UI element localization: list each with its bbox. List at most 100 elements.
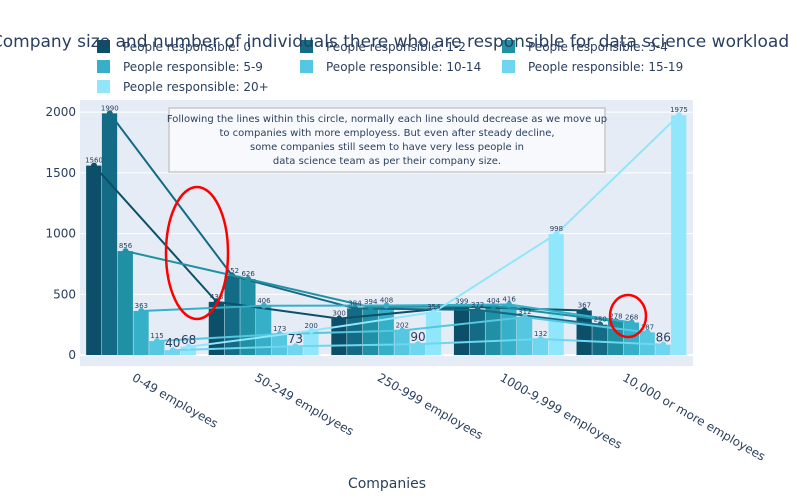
series-marker xyxy=(138,307,145,314)
bar-value-label: 300 xyxy=(333,310,346,318)
annotation-line: to companies with more employess. But ev… xyxy=(219,128,554,139)
bar xyxy=(592,324,608,356)
bar xyxy=(501,304,517,356)
legend-item[interactable]: People responsible: 5-9 xyxy=(97,60,263,74)
bar xyxy=(271,334,288,356)
bar-value-label: 408 xyxy=(380,297,393,305)
bar xyxy=(256,305,272,356)
bar xyxy=(548,233,564,356)
legend[interactable]: People responsible: 0 People responsible:… xyxy=(97,40,683,94)
bar xyxy=(149,341,165,356)
bar xyxy=(224,275,240,356)
bar xyxy=(133,310,149,356)
bar-value-label: 367 xyxy=(578,301,591,309)
data-labels: 1560 438 300 399 367 1990 652 384 372 250 856 626 39… xyxy=(85,104,688,350)
bar xyxy=(240,279,256,356)
bar xyxy=(303,330,319,356)
series-marker xyxy=(336,315,343,322)
bar-value-label: 200 xyxy=(305,322,318,330)
bar-value-label: 1560 xyxy=(85,157,103,165)
x-tick-label: 1000-9,999 employees xyxy=(498,370,625,451)
annotation-line: data science team as per their company s… xyxy=(273,156,501,167)
legend-swatch xyxy=(97,80,110,93)
bar xyxy=(208,301,224,356)
series-marker xyxy=(308,327,315,334)
y-tick-label: 0 xyxy=(68,348,76,362)
bar-value-label: 363 xyxy=(135,302,148,310)
legend-label: People responsible: 5-9 xyxy=(123,60,263,74)
bar xyxy=(425,312,442,356)
legend-item[interactable]: People responsible: 0 xyxy=(97,40,251,54)
bar-value-label: 1990 xyxy=(101,104,119,112)
legend-item[interactable]: People responsible: 1-2 xyxy=(300,40,466,54)
bar xyxy=(469,309,485,356)
series-marker xyxy=(628,319,635,326)
legend-swatch xyxy=(97,60,110,73)
bar-value-label: 399 xyxy=(455,298,468,306)
y-tick-label: 2000 xyxy=(45,105,76,119)
series-marker xyxy=(169,347,176,354)
series-marker xyxy=(245,276,252,283)
bar xyxy=(331,318,347,356)
bar-value-label: 438 xyxy=(210,293,223,301)
bar xyxy=(623,322,640,356)
legend-item[interactable]: People responsible: 10-14 xyxy=(300,60,481,74)
y-tick-label: 500 xyxy=(53,287,76,301)
series-marker xyxy=(660,341,667,348)
series-marker xyxy=(351,305,358,312)
legend-label: People responsible: 10-14 xyxy=(326,60,481,74)
legend-item[interactable]: People responsible: 20+ xyxy=(97,80,269,94)
bar-value-label: 250 xyxy=(593,316,606,324)
bar-value-label: 406 xyxy=(257,297,271,305)
chart-title: Company size and number of individuals t… xyxy=(0,32,789,52)
highlight-circle-right xyxy=(608,293,648,339)
highlight-circles xyxy=(164,185,648,339)
bar-value-label: 115 xyxy=(150,332,163,340)
series-marker xyxy=(260,302,267,309)
legend-item[interactable]: People responsible: 15-19 xyxy=(502,60,683,74)
legend-label: People responsible: 3-4 xyxy=(528,40,668,54)
legend-label: People responsible: 15-19 xyxy=(528,60,683,74)
legend-label: People responsible: 20+ xyxy=(123,80,269,94)
legend-label: People responsible: 0 xyxy=(123,40,251,54)
bar xyxy=(655,344,671,356)
y-tick-label: 1000 xyxy=(45,227,76,241)
x-tick-label: 250-999 employees xyxy=(375,370,485,442)
annotation-line: Following the lines within this circle, … xyxy=(167,114,607,125)
bar-value-label: 268 xyxy=(625,314,638,322)
bar-value-label: 404 xyxy=(487,297,501,305)
x-axis-title: Companies xyxy=(348,476,426,492)
x-tick-label: 0-49 employees xyxy=(130,370,221,430)
series-marker xyxy=(106,110,113,117)
series-marker xyxy=(553,230,560,237)
bar-value-label: 856 xyxy=(119,242,133,250)
legend-swatch xyxy=(300,60,313,73)
bar-value-label: 68 xyxy=(181,333,196,347)
series-marker xyxy=(415,341,422,348)
series-marker xyxy=(430,309,437,316)
bar xyxy=(394,330,410,356)
bar-value-label: 384 xyxy=(348,299,362,307)
bar xyxy=(180,346,196,356)
legend-item[interactable]: People responsible: 3-4 xyxy=(502,40,668,54)
series-marker xyxy=(383,302,390,309)
bar-value-label: 90 xyxy=(410,330,425,344)
bar-value-label: 40 xyxy=(165,336,180,350)
bar-value-label: 73 xyxy=(288,332,303,346)
x-axis: 0-49 employees 50-249 employees 250-999 em… xyxy=(130,370,768,463)
bar xyxy=(516,317,533,356)
series-marker xyxy=(675,112,682,119)
legend-label: People responsible: 1-2 xyxy=(326,40,466,54)
bar-value-label: 354 xyxy=(427,303,441,311)
legend-swatch xyxy=(502,40,515,53)
bar xyxy=(287,346,303,356)
series-marker xyxy=(506,301,513,308)
bar-value-label: 312 xyxy=(518,308,531,316)
legend-swatch xyxy=(300,40,313,53)
bar-value-label: 394 xyxy=(364,298,378,306)
series-marker xyxy=(644,329,651,336)
bar-value-label: 278 xyxy=(609,312,622,320)
bar xyxy=(485,305,501,356)
x-tick-label: 50-249 employees xyxy=(252,370,356,438)
